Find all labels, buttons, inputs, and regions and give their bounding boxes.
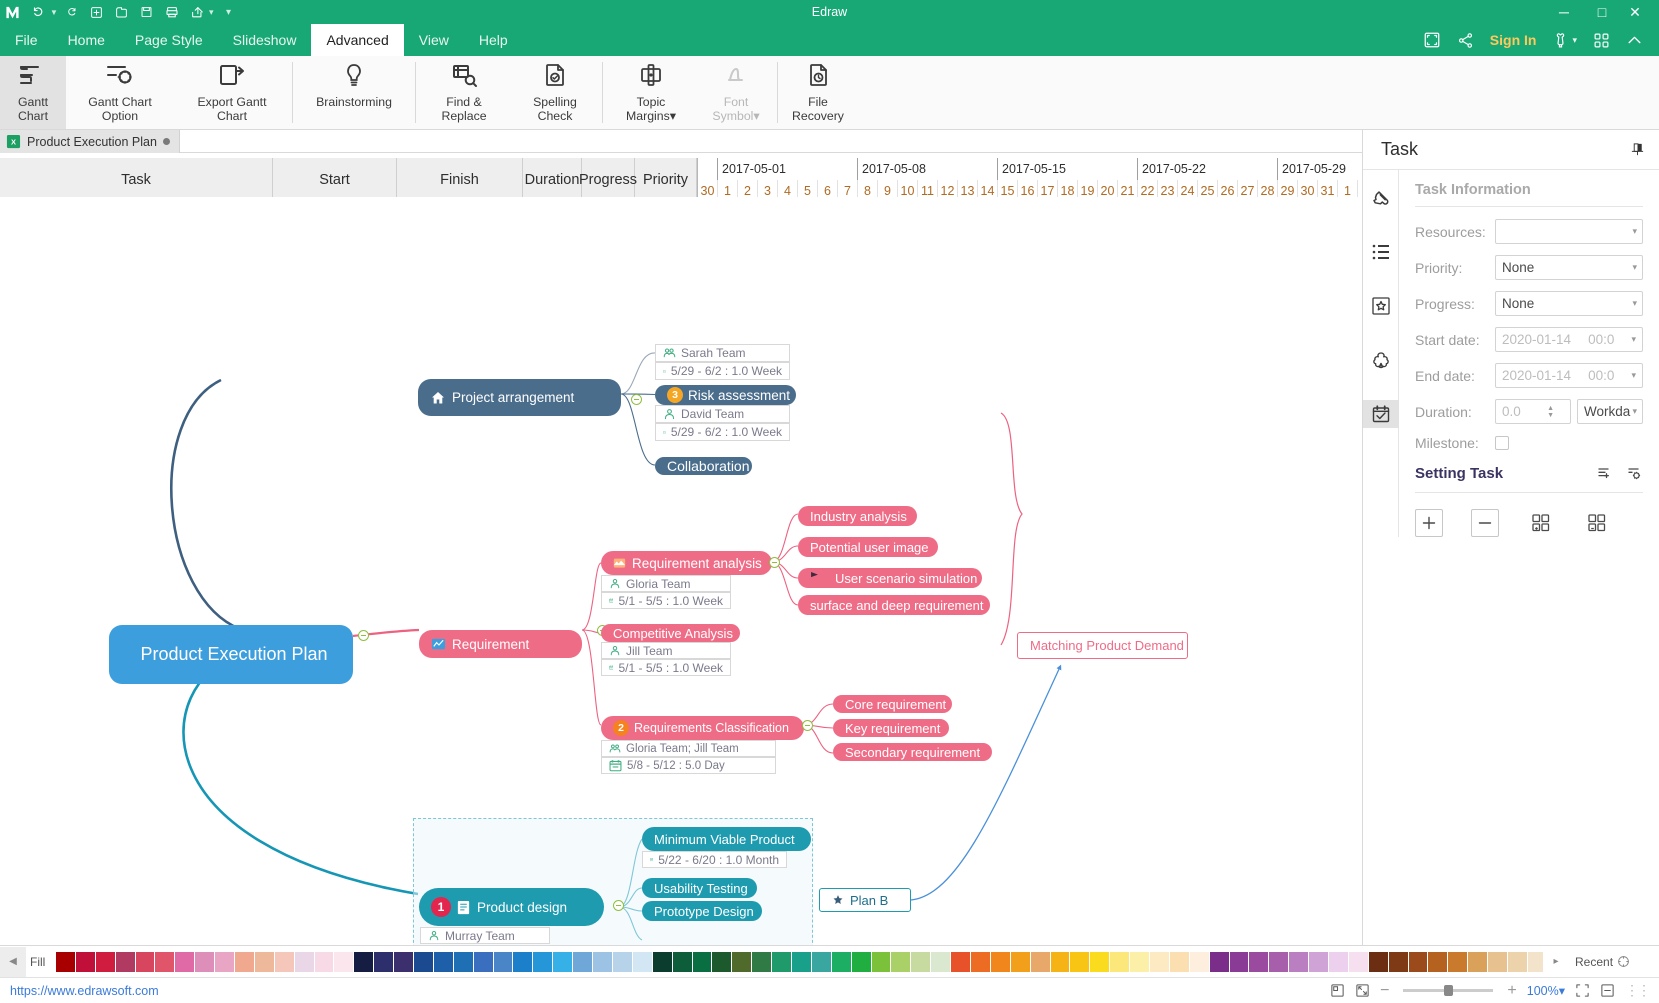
svg-text:X: X	[11, 137, 16, 146]
